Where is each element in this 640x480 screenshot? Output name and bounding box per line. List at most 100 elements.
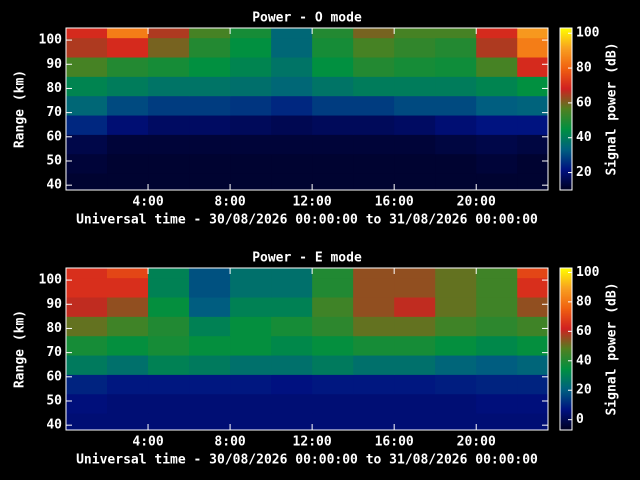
colorbar-step xyxy=(560,382,572,384)
colorbar-step xyxy=(560,302,572,304)
colorbar-step xyxy=(560,52,572,54)
colorbar-step xyxy=(560,59,572,61)
colorbar-step xyxy=(560,336,572,338)
heatmap-cell xyxy=(312,413,354,430)
colorbar-step xyxy=(560,351,572,353)
colorbar-step xyxy=(560,379,572,381)
colorbar-step xyxy=(560,391,572,393)
heatmap-cell xyxy=(312,355,354,375)
heatmap-cell xyxy=(476,95,518,116)
colorbar-step xyxy=(560,318,572,320)
colorbar-step xyxy=(560,388,572,390)
heatmap-cell xyxy=(312,277,354,298)
colorbar-step xyxy=(560,353,572,355)
colorbar-step xyxy=(560,73,572,75)
colorbar-step xyxy=(560,284,572,286)
heatmap-cell xyxy=(148,57,190,77)
colorbar-step xyxy=(560,95,572,97)
colorbar-step xyxy=(560,80,572,82)
heatmap-cell xyxy=(189,95,231,116)
colorbar-step xyxy=(560,314,572,316)
heatmap-cell xyxy=(517,28,548,39)
heatmap-cell xyxy=(517,134,548,155)
heatmap-cell xyxy=(476,173,518,190)
heatmap-cell xyxy=(517,413,548,430)
colorbar-step xyxy=(560,102,572,104)
heatmap-cell xyxy=(312,28,354,39)
colorbar-step xyxy=(560,75,572,77)
colorbar-step xyxy=(560,55,572,57)
heatmap-cell xyxy=(312,297,354,317)
colorbar-step xyxy=(560,397,572,399)
colorbar-step xyxy=(560,65,572,67)
colorbar-step xyxy=(560,323,572,325)
colorbar-step xyxy=(560,71,572,73)
colorbar-step xyxy=(560,286,572,288)
colorbar-step xyxy=(560,30,572,32)
heatmap-cell xyxy=(66,173,108,190)
colorbar-step xyxy=(560,421,572,423)
colorbar-step xyxy=(560,98,572,100)
heatmap-cell xyxy=(107,413,149,430)
colorbar-step xyxy=(560,341,572,343)
heatmap-cell xyxy=(353,95,395,116)
heatmap-cell xyxy=(394,115,436,135)
colorbar-step xyxy=(560,119,572,121)
heatmap-cell xyxy=(517,374,548,395)
x-tick-label: 16:00 xyxy=(375,195,414,210)
heatmap-cell xyxy=(476,277,518,298)
heatmap-cell xyxy=(271,268,313,279)
colorbar-step xyxy=(560,322,572,324)
y-tick-label: 50 xyxy=(46,393,62,408)
colorbar-step xyxy=(560,381,572,383)
colorbar-step xyxy=(560,123,572,125)
colorbar-step xyxy=(560,343,572,345)
heatmap xyxy=(66,28,548,190)
heatmap-cell xyxy=(517,268,548,279)
colorbar-step xyxy=(560,158,572,160)
heatmap-cell xyxy=(148,413,190,430)
heatmap-cell xyxy=(435,413,477,430)
heatmap-cell xyxy=(517,316,548,337)
heatmap-cell xyxy=(230,374,272,395)
heatmap-cell xyxy=(189,57,231,77)
colorbar-step xyxy=(560,413,572,415)
heatmap-cell xyxy=(148,76,190,97)
colorbar-step xyxy=(560,356,572,358)
heatmap-cell xyxy=(476,335,518,356)
heatmap-cell xyxy=(312,134,354,155)
colorbar-step xyxy=(560,269,572,271)
heatmap-cell xyxy=(435,95,477,116)
colorbar-step xyxy=(560,310,572,312)
colorbar-step xyxy=(560,57,572,59)
colorbar-step xyxy=(560,331,572,333)
heatmap-cell xyxy=(312,76,354,97)
colorbar-step xyxy=(560,79,572,81)
colorbar-step xyxy=(560,161,572,163)
colorbar-step xyxy=(560,347,572,349)
heatmap-cell xyxy=(107,134,149,155)
heatmap-cell xyxy=(271,297,313,317)
heatmap-cell xyxy=(66,268,108,279)
heatmap-cell xyxy=(230,393,272,414)
colorbar-step xyxy=(560,120,572,122)
colorbar-step xyxy=(560,47,572,49)
heatmap-cell xyxy=(517,57,548,77)
heatmap-cell xyxy=(517,355,548,375)
colorbar-step xyxy=(560,338,572,340)
colorbar-step xyxy=(560,157,572,159)
colorbar-step xyxy=(560,63,572,65)
colorbar-step xyxy=(560,287,572,289)
heatmap-cell xyxy=(517,95,548,116)
heatmap-cell xyxy=(394,76,436,97)
colorbar-step xyxy=(560,407,572,409)
heatmap-cell xyxy=(230,134,272,155)
colorbar-step xyxy=(560,368,572,370)
colorbar-step xyxy=(560,282,572,284)
colorbar-step xyxy=(560,29,572,31)
colorbar-step xyxy=(560,319,572,321)
colorbar-step xyxy=(560,369,572,371)
heatmap-cell xyxy=(394,134,436,155)
colorbar-frame xyxy=(559,27,573,191)
colorbar-step xyxy=(560,300,572,302)
